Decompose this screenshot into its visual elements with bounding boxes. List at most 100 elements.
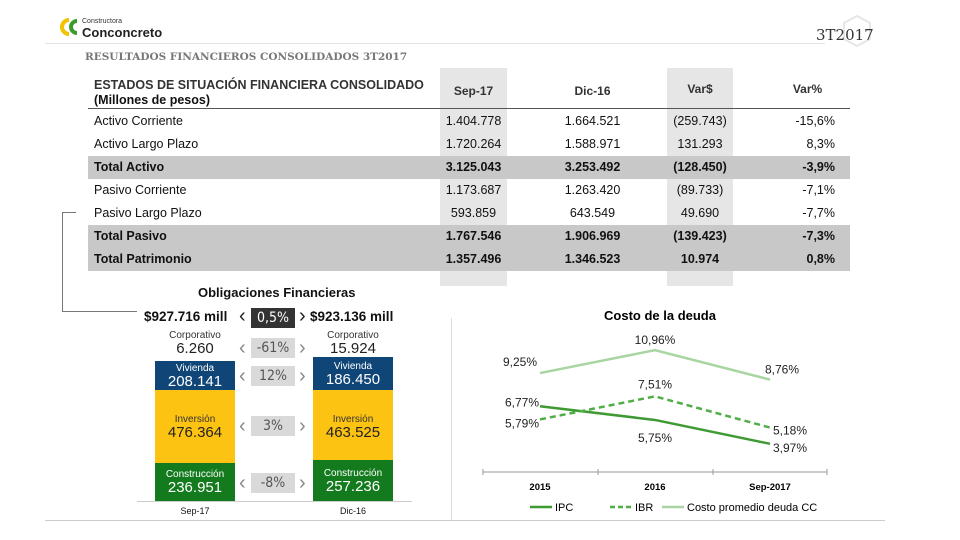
segment-label: Inversión bbox=[332, 413, 374, 425]
header-rule bbox=[88, 108, 850, 109]
segment-value: 236.951 bbox=[167, 479, 223, 496]
row-value: 3.253.492 bbox=[564, 160, 621, 174]
row-value: (128.450) bbox=[673, 160, 727, 174]
data-label: 8,76% bbox=[765, 363, 799, 377]
right-total: $923.136 mill bbox=[310, 309, 394, 324]
bar-segment-left: Inversión 476.364 bbox=[155, 390, 235, 463]
row-value: 1.720.264 bbox=[445, 137, 502, 151]
col-header-sep17: Sep-17 bbox=[453, 84, 494, 98]
row-value: 593.859 bbox=[450, 206, 497, 220]
data-label: 10,96% bbox=[635, 333, 676, 347]
segment-label: Vivienda bbox=[175, 362, 215, 374]
bar-segment-right: Construcción 257.236 bbox=[313, 460, 393, 501]
chevron-right-icon: › bbox=[299, 337, 306, 359]
row-value: 1.263.420 bbox=[564, 183, 621, 197]
section-title: RESULTADOS FINANCIEROS CONSOLIDADOS 3T20… bbox=[85, 51, 408, 63]
segment-label: Construcción bbox=[323, 467, 383, 479]
segment-value: 257.236 bbox=[325, 477, 381, 495]
chevron-right-icon: › bbox=[299, 415, 306, 437]
hexagon-icon bbox=[843, 14, 871, 48]
row-value: 131.293 bbox=[677, 137, 723, 151]
data-label: 9,25% bbox=[503, 355, 537, 369]
segment-change-badge: -61% bbox=[251, 338, 295, 358]
segment-label: Construcción bbox=[165, 469, 225, 480]
data-label: 7,51% bbox=[638, 377, 672, 391]
connector-line bbox=[62, 212, 63, 312]
table-row: Activo Largo Plazo 1.720.264 1.588.971 131.… bbox=[88, 133, 850, 156]
segment-change-badge: -8% bbox=[251, 473, 295, 493]
chevron-right-icon: › bbox=[299, 305, 306, 327]
bar-segment-left: Corporativo 6.260 bbox=[155, 330, 235, 356]
row-value: 1.588.971 bbox=[564, 137, 621, 151]
table-row: Activo Corriente 1.404.778 1.664.521 (259.7… bbox=[88, 110, 850, 133]
chevron-left-icon: ‹ bbox=[239, 337, 246, 359]
legend-label: IBR bbox=[635, 502, 653, 514]
bar-segment-left: Vivienda 208.141 bbox=[155, 361, 235, 390]
chevron-left-icon: ‹ bbox=[239, 415, 246, 437]
col-header-var-pct: Var% bbox=[792, 82, 823, 96]
row-value: -3,9% bbox=[802, 160, 835, 174]
row-label: Activo Corriente bbox=[94, 114, 183, 128]
table-subtitle: (Millones de pesos) bbox=[94, 93, 210, 107]
bar-segment-right: Vivienda 186.450 bbox=[313, 357, 393, 390]
row-value: 1.664.521 bbox=[564, 114, 621, 128]
series-line-costo-promedio-deuda-cc bbox=[539, 348, 771, 381]
row-value: -7,3% bbox=[802, 229, 835, 243]
segment-value: 463.525 bbox=[325, 423, 381, 441]
row-value: 49.690 bbox=[680, 206, 720, 220]
row-label: Pasivo Largo Plazo bbox=[94, 206, 202, 220]
col-header-var-abs: Var$ bbox=[687, 82, 713, 96]
row-value: 1.357.496 bbox=[445, 252, 502, 266]
segment-change-badge: 12% bbox=[251, 366, 295, 386]
table-row: Pasivo Largo Plazo 593.859 643.549 49.690 -7… bbox=[88, 202, 850, 225]
segment-change-badge: 3% bbox=[251, 416, 295, 436]
row-value: (139.423) bbox=[673, 229, 727, 243]
col-header-dic16: Dic-16 bbox=[574, 84, 611, 98]
period-badge: 3T2017 bbox=[816, 26, 874, 44]
row-value: (259.743) bbox=[673, 114, 727, 128]
row-value: 1.404.778 bbox=[445, 114, 502, 128]
row-value: 0,8% bbox=[806, 252, 836, 266]
row-value: 643.549 bbox=[569, 206, 616, 220]
legend-label: IPC bbox=[555, 502, 573, 514]
row-value: 1.173.687 bbox=[445, 183, 502, 197]
data-label: 5,79% bbox=[505, 416, 539, 430]
data-label: 3,97% bbox=[773, 441, 807, 455]
segment-label: Vivienda bbox=[333, 360, 373, 372]
left-total: $927.716 mill bbox=[144, 309, 228, 324]
row-value: -7,1% bbox=[802, 183, 835, 197]
x-tick-label: Sep-2017 bbox=[749, 482, 791, 493]
row-label: Total Patrimonio bbox=[94, 252, 192, 266]
cost-of-debt-chart: Costo de la deuda 2015 2016 Sep-2017 6,77% 5,… bbox=[482, 308, 828, 514]
connector-line bbox=[62, 212, 76, 213]
table-row: Pasivo Corriente 1.173.687 1.263.420 (89.73… bbox=[88, 179, 850, 202]
chevron-left-icon: ‹ bbox=[239, 472, 246, 494]
bars-baseline bbox=[137, 501, 412, 502]
data-label: 5,75% bbox=[638, 431, 672, 445]
row-label: Activo Largo Plazo bbox=[94, 137, 199, 151]
row-value: -15,6% bbox=[795, 114, 835, 128]
table-row: Total Patrimonio 1.357.496 1.346.523 10.974… bbox=[88, 248, 850, 271]
row-value: 1.346.523 bbox=[564, 252, 621, 266]
data-label: 6,77% bbox=[505, 395, 539, 409]
row-value: 1.767.546 bbox=[445, 229, 502, 243]
row-label: Total Pasivo bbox=[94, 229, 167, 243]
row-value: (89.733) bbox=[676, 183, 724, 197]
segment-label: Inversión bbox=[174, 413, 216, 425]
series-line-ipc bbox=[539, 405, 771, 446]
logo-name: Conconcreto bbox=[82, 25, 163, 40]
logo-subtitle: Constructora bbox=[82, 18, 123, 25]
series-line-ibr bbox=[539, 395, 771, 429]
table-row: Total Activo 3.125.043 3.253.492 (128.450) -… bbox=[88, 156, 850, 179]
chart-title: Costo de la deuda bbox=[604, 308, 717, 323]
total-change-badge: 0,5% bbox=[251, 308, 295, 328]
row-label: Pasivo Corriente bbox=[94, 183, 187, 197]
segment-value: 208.141 bbox=[167, 372, 223, 390]
header-divider bbox=[45, 43, 825, 44]
row-value: 10.974 bbox=[680, 252, 720, 266]
table-row: Total Pasivo 1.767.546 1.906.969 (139.423) -… bbox=[88, 225, 850, 248]
x-tick-label: 2015 bbox=[529, 482, 551, 493]
row-label: Total Activo bbox=[94, 160, 165, 174]
segment-value: 186.450 bbox=[325, 370, 381, 388]
row-value: 1.906.969 bbox=[564, 229, 621, 243]
